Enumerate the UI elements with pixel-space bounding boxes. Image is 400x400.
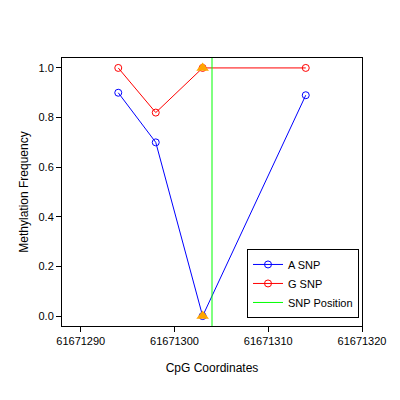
svg-text:CpG Coordinates: CpG Coordinates [166, 361, 259, 375]
svg-text:Methylation Frequency: Methylation Frequency [17, 131, 31, 252]
svg-text:SNP Position: SNP Position [288, 297, 353, 309]
svg-text:G SNP: G SNP [288, 278, 322, 290]
svg-text:A SNP: A SNP [288, 259, 320, 271]
svg-text:0.8: 0.8 [39, 111, 54, 123]
svg-text:0.2: 0.2 [39, 260, 54, 272]
svg-text:61671290: 61671290 [56, 335, 105, 347]
svg-text:0.6: 0.6 [39, 161, 54, 173]
svg-text:61671320: 61671320 [338, 335, 387, 347]
svg-text:0.0: 0.0 [39, 310, 54, 322]
svg-text:61671310: 61671310 [244, 335, 293, 347]
svg-text:61671300: 61671300 [150, 335, 199, 347]
svg-text:0.4: 0.4 [39, 211, 54, 223]
svg-text:1.0: 1.0 [39, 62, 54, 74]
